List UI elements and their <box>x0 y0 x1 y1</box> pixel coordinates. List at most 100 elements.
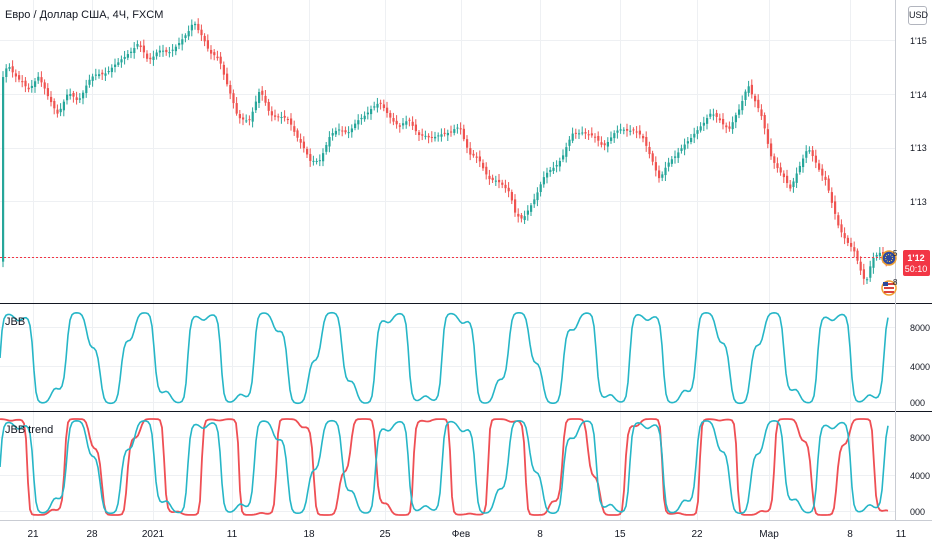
candle <box>667 157 670 172</box>
us-flag-icon[interactable] <box>881 280 897 296</box>
price-tick: 1'13 <box>910 197 927 207</box>
candle <box>386 101 389 118</box>
candle <box>126 50 129 61</box>
candle <box>469 142 472 161</box>
candle <box>117 58 120 67</box>
candle <box>504 179 507 193</box>
candle <box>843 227 846 245</box>
candle <box>363 111 366 122</box>
eu-flag-icon[interactable] <box>881 250 897 266</box>
candle <box>402 117 405 130</box>
candle <box>190 19 193 37</box>
candle <box>878 247 881 260</box>
time-tick: 18 <box>303 529 315 540</box>
candle <box>94 68 97 81</box>
candle <box>408 117 411 127</box>
candle <box>200 24 203 42</box>
candle <box>648 141 651 159</box>
indicator-label-jbb-trend[interactable]: JBB trend <box>5 424 54 436</box>
candle <box>50 91 53 107</box>
candle <box>258 88 261 108</box>
candle <box>414 119 417 135</box>
candle <box>722 113 725 130</box>
candle <box>216 50 219 61</box>
candle <box>53 98 56 115</box>
candle <box>440 128 443 142</box>
candle <box>565 142 568 163</box>
candle <box>728 121 731 132</box>
symbol-title[interactable]: Евро / Доллар США, 4Ч, FXCM <box>5 9 164 21</box>
candle <box>568 136 571 152</box>
candle <box>235 97 238 116</box>
candle <box>674 150 677 164</box>
candle <box>830 187 833 208</box>
time-axis[interactable]: 21 28 2021 11 18 25 Фев 8 15 22 Мар 8 11 <box>27 529 906 540</box>
candle <box>427 133 430 144</box>
candle <box>155 49 158 60</box>
candle <box>869 260 872 282</box>
candle <box>146 50 149 62</box>
candle <box>872 252 875 274</box>
candle <box>120 55 123 68</box>
candle <box>334 127 337 138</box>
candle <box>552 161 555 175</box>
candle <box>530 203 533 217</box>
candle <box>430 131 433 143</box>
candle <box>392 112 395 126</box>
candle <box>517 208 520 223</box>
candle <box>779 162 782 176</box>
candle <box>101 69 104 81</box>
candle <box>610 131 613 144</box>
candle <box>814 149 817 169</box>
time-tick: 25 <box>379 529 391 540</box>
time-tick: 2021 <box>142 529 165 540</box>
candle <box>613 130 616 143</box>
candle <box>357 114 360 130</box>
candle <box>696 126 699 140</box>
currency-button[interactable]: USD <box>908 6 928 25</box>
candle <box>123 50 126 65</box>
candle <box>46 83 49 100</box>
candle <box>718 113 721 123</box>
candle <box>459 122 462 135</box>
candle <box>40 71 43 87</box>
candle <box>533 193 536 208</box>
candle <box>501 179 504 189</box>
candle <box>30 79 33 93</box>
candle <box>715 109 718 123</box>
event-count: 5 <box>893 249 898 258</box>
candle <box>811 146 814 162</box>
candle <box>837 212 840 229</box>
candle <box>622 127 625 135</box>
candle <box>136 40 139 50</box>
candle <box>632 127 635 135</box>
candle <box>152 50 155 66</box>
candle <box>341 126 344 137</box>
candle <box>347 126 350 139</box>
candle <box>510 189 513 205</box>
candle <box>210 45 213 60</box>
candle <box>187 25 190 40</box>
candle <box>21 75 24 88</box>
candle <box>2 71 5 268</box>
candle <box>731 116 734 134</box>
indicator-label-jbb[interactable]: JBB <box>5 316 26 328</box>
candle <box>277 113 280 122</box>
candle <box>174 44 177 56</box>
candle <box>8 63 11 72</box>
candle <box>395 115 398 129</box>
candle <box>693 127 696 144</box>
candle <box>821 164 824 181</box>
candle <box>562 149 565 163</box>
candle <box>606 137 609 153</box>
candle <box>270 106 273 122</box>
candle <box>251 107 254 128</box>
candle <box>424 130 427 140</box>
candle <box>626 123 629 137</box>
candle <box>306 146 309 158</box>
candle <box>213 49 216 61</box>
time-tick: 8 <box>847 529 853 540</box>
candle <box>443 128 446 137</box>
candle <box>546 167 549 184</box>
